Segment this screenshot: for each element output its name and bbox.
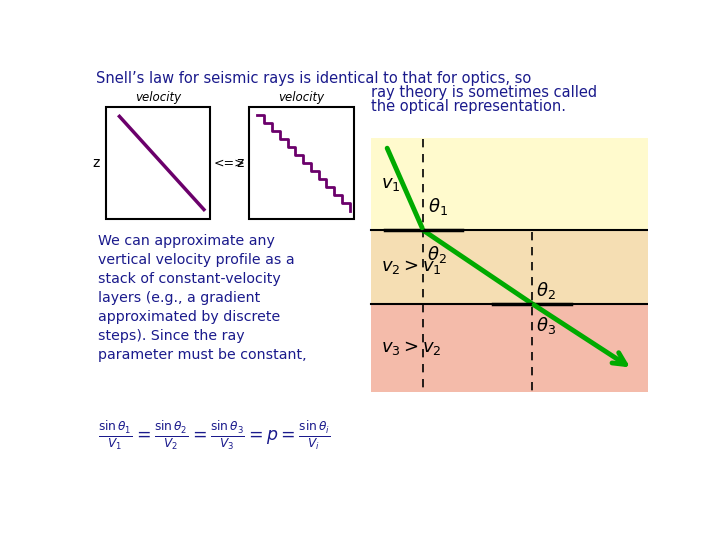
Bar — [371, 231, 648, 303]
Text: $v_1$: $v_1$ — [382, 175, 401, 193]
Bar — [371, 303, 648, 392]
Text: z: z — [92, 156, 100, 170]
Text: We can approximate any
vertical velocity profile as a
stack of constant-velocity: We can approximate any vertical velocity… — [98, 234, 307, 362]
Text: $\theta_3$: $\theta_3$ — [536, 315, 557, 336]
Text: $\theta_2$: $\theta_2$ — [536, 280, 556, 301]
Text: $\frac{\sin\theta_1}{V_1} = \frac{\sin\theta_2}{V_2} = \frac{\sin\theta_3}{V_3} : $\frac{\sin\theta_1}{V_1} = \frac{\sin\t… — [98, 419, 330, 452]
Bar — [249, 107, 354, 219]
Text: the optical representation.: the optical representation. — [371, 99, 565, 114]
Text: <=>: <=> — [214, 157, 246, 170]
Text: ray theory is sometimes called: ray theory is sometimes called — [371, 85, 597, 100]
Text: $\theta_1$: $\theta_1$ — [428, 195, 448, 217]
Text: velocity: velocity — [135, 91, 181, 104]
Text: z: z — [236, 156, 243, 170]
Bar — [371, 138, 648, 231]
Bar — [106, 107, 210, 219]
Text: Snell’s law for seismic rays is identical to that for optics, so: Snell’s law for seismic rays is identica… — [96, 71, 531, 86]
Text: $v_2 > v_1$: $v_2 > v_1$ — [382, 258, 442, 276]
Text: velocity: velocity — [278, 91, 324, 104]
Text: $\theta_2$: $\theta_2$ — [427, 244, 447, 265]
Text: $v_3 > v_2$: $v_3 > v_2$ — [382, 339, 442, 357]
